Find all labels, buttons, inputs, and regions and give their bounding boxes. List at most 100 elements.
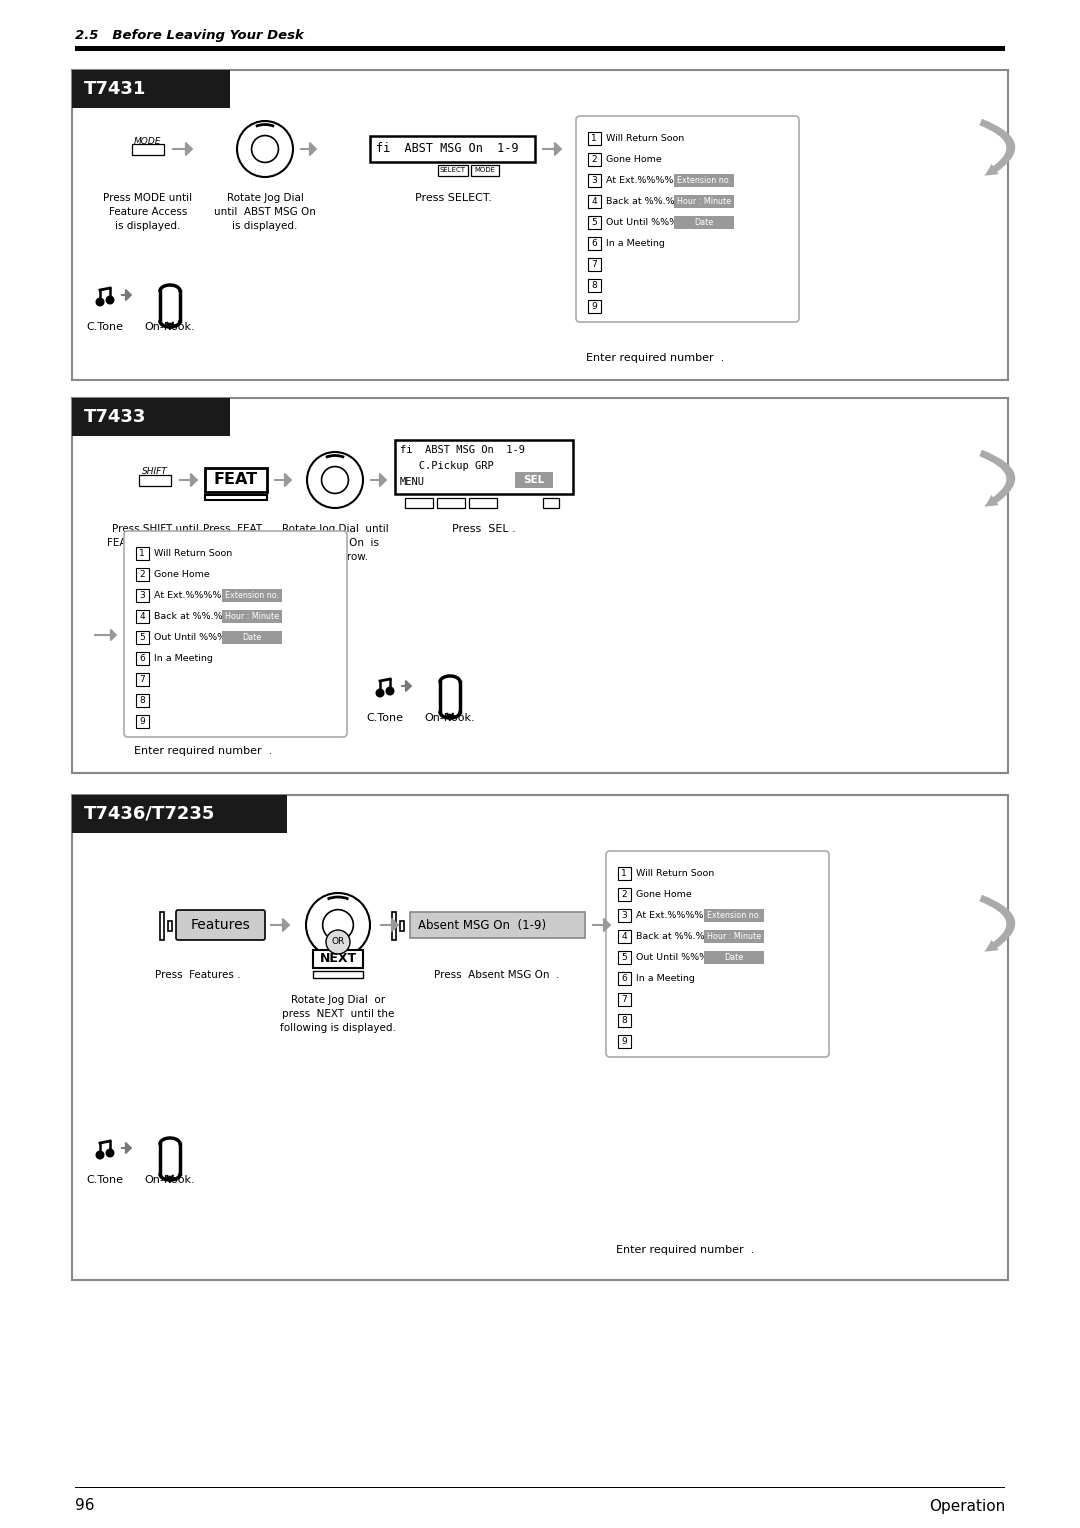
Text: following is displayed.: following is displayed. — [280, 1024, 396, 1033]
Bar — [674, 217, 734, 229]
FancyBboxPatch shape — [176, 911, 265, 940]
Wedge shape — [95, 298, 105, 307]
Text: Will Return Soon: Will Return Soon — [606, 134, 685, 144]
Text: 3: 3 — [621, 911, 626, 920]
Bar — [205, 468, 267, 492]
Bar — [674, 174, 734, 186]
Bar — [469, 498, 497, 507]
Text: Rotate Jog Dial  or: Rotate Jog Dial or — [291, 995, 386, 1005]
Bar — [588, 131, 600, 145]
Bar — [136, 694, 149, 707]
Bar — [136, 652, 149, 665]
Text: OR: OR — [332, 938, 345, 946]
Text: Gone Home: Gone Home — [606, 154, 662, 163]
Bar — [543, 498, 559, 507]
Text: SHIFT: SHIFT — [143, 468, 167, 477]
Bar — [72, 70, 1008, 380]
Bar — [704, 952, 764, 964]
Text: 2: 2 — [139, 570, 145, 579]
Text: 9: 9 — [591, 303, 597, 312]
Text: MENU: MENU — [400, 477, 426, 487]
Bar — [168, 921, 172, 931]
Text: 4: 4 — [621, 932, 626, 941]
Text: 8: 8 — [621, 1016, 626, 1025]
Text: 1: 1 — [139, 549, 145, 558]
Bar — [160, 912, 164, 940]
Bar — [136, 715, 149, 729]
Bar — [72, 397, 1008, 773]
Circle shape — [326, 931, 350, 953]
Text: T7433: T7433 — [84, 408, 147, 426]
Bar — [405, 498, 433, 507]
Bar — [222, 631, 282, 645]
Text: 3: 3 — [139, 591, 145, 601]
Text: In a Meeting: In a Meeting — [154, 654, 213, 663]
Text: Rotate Jog Dial  until: Rotate Jog Dial until — [282, 524, 389, 533]
Wedge shape — [106, 1149, 114, 1158]
Text: Back at %%.%% +: Back at %%.%% + — [606, 197, 694, 206]
Text: Extension no.: Extension no. — [225, 591, 279, 601]
Bar — [588, 196, 600, 208]
Text: 5: 5 — [591, 219, 597, 228]
Text: Enter required number  .: Enter required number . — [134, 746, 272, 756]
Text: 5: 5 — [139, 633, 145, 642]
Text: 7: 7 — [621, 995, 626, 1004]
Text: 1: 1 — [621, 869, 626, 879]
Text: fi  ABST MSG On  1-9: fi ABST MSG On 1-9 — [376, 142, 518, 156]
FancyArrowPatch shape — [980, 119, 1015, 176]
Bar — [588, 174, 600, 186]
Text: Absent MSG On  (1-9): Absent MSG On (1-9) — [418, 918, 546, 932]
FancyBboxPatch shape — [576, 116, 799, 322]
Text: Press  Absent MSG On  .: Press Absent MSG On . — [434, 970, 559, 979]
Bar — [395, 440, 573, 494]
Text: Press SELECT.: Press SELECT. — [415, 193, 491, 203]
FancyBboxPatch shape — [124, 532, 347, 736]
Text: MODE: MODE — [474, 168, 496, 174]
Circle shape — [252, 136, 279, 162]
Text: NEXT: NEXT — [320, 952, 356, 966]
Circle shape — [237, 121, 293, 177]
FancyBboxPatch shape — [606, 851, 829, 1057]
Bar — [704, 931, 764, 943]
Text: Press SHIFT until: Press SHIFT until — [111, 524, 199, 533]
Text: MODE: MODE — [134, 136, 162, 145]
Circle shape — [323, 909, 353, 940]
Bar — [205, 495, 267, 500]
Text: 96: 96 — [75, 1499, 95, 1514]
Bar — [588, 301, 600, 313]
Text: Feature Access: Feature Access — [109, 206, 187, 217]
Bar — [674, 196, 734, 208]
Text: Press  Features .: Press Features . — [156, 970, 241, 979]
Text: Operation: Operation — [929, 1499, 1005, 1514]
Text: Out Until %%%% +: Out Until %%%% + — [154, 633, 246, 642]
Text: 6: 6 — [139, 654, 145, 663]
Text: Enter required number  .: Enter required number . — [616, 1245, 754, 1254]
Text: Back at %%.%% +: Back at %%.%% + — [154, 613, 243, 622]
Bar — [139, 475, 171, 486]
Bar — [515, 472, 553, 487]
Bar — [618, 888, 631, 902]
Circle shape — [322, 466, 349, 494]
Text: 2.5   Before Leaving Your Desk: 2.5 Before Leaving Your Desk — [75, 29, 303, 43]
Bar — [618, 1036, 631, 1048]
Text: On-hook.: On-hook. — [145, 1175, 195, 1186]
Text: 1: 1 — [591, 134, 597, 144]
Text: Press  SEL .: Press SEL . — [453, 524, 516, 533]
Text: is displayed.: is displayed. — [232, 222, 298, 231]
Bar — [136, 590, 149, 602]
Bar — [72, 795, 1008, 1280]
Bar — [588, 258, 600, 272]
Bar — [72, 70, 230, 108]
Text: Gone Home: Gone Home — [636, 889, 692, 898]
Text: 8: 8 — [139, 697, 145, 706]
Bar — [75, 46, 1005, 50]
Bar — [136, 631, 149, 645]
Text: At Ext.%%%% +: At Ext.%%%% + — [636, 911, 714, 920]
Bar — [313, 970, 363, 978]
Text: 7: 7 — [591, 260, 597, 269]
Text: C.Tone: C.Tone — [86, 1175, 123, 1186]
Bar — [72, 397, 230, 435]
Bar — [618, 866, 631, 880]
Text: Date: Date — [242, 633, 261, 642]
Text: at the arrow.: at the arrow. — [302, 552, 368, 562]
